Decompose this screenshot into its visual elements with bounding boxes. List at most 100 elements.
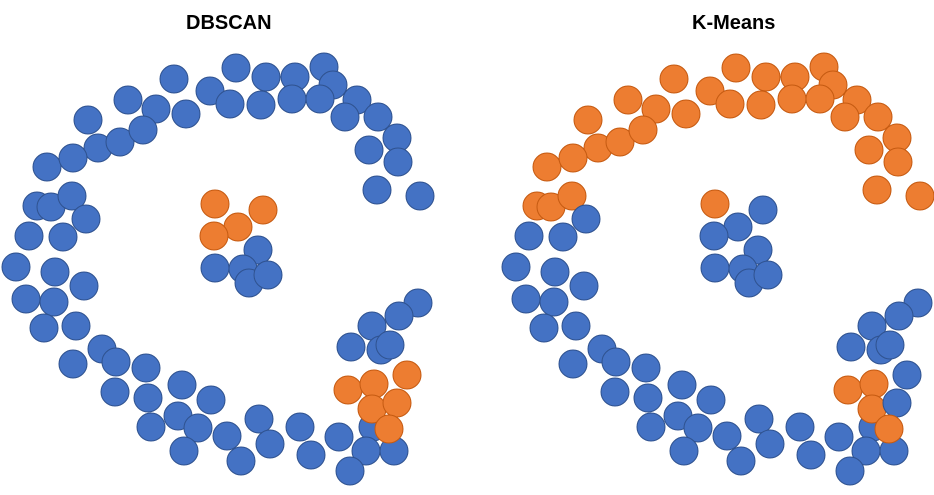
dbscan-point-orange <box>333 375 363 405</box>
dbscan-point-blue <box>57 181 87 211</box>
dbscan-point-orange <box>359 369 389 399</box>
dbscan-point-blue <box>73 105 103 135</box>
dbscan-point-blue <box>32 152 62 182</box>
dbscan-point-blue <box>244 404 274 434</box>
kmeans-point-blue <box>636 412 666 442</box>
kmeans-point-blue <box>633 383 663 413</box>
dbscan-point-blue <box>246 90 276 120</box>
dbscan-point-blue <box>405 181 435 211</box>
dbscan-point-orange <box>374 414 404 444</box>
kmeans-point-blue <box>571 204 601 234</box>
dbscan-point-blue <box>384 301 414 331</box>
dbscan-point-blue <box>48 222 78 252</box>
kmeans-point-blue <box>875 330 905 360</box>
dbscan-point-blue <box>58 349 88 379</box>
kmeans-point-orange <box>777 84 807 114</box>
kmeans-point-blue <box>511 284 541 314</box>
kmeans-point-orange <box>671 99 701 129</box>
dbscan-point-blue <box>113 85 143 115</box>
dbscan-point-blue <box>215 89 245 119</box>
kmeans-point-blue <box>696 385 726 415</box>
kmeans-point-blue <box>631 353 661 383</box>
kmeans-point-orange <box>721 53 751 83</box>
dbscan-point-orange <box>248 195 278 225</box>
kmeans-point-blue <box>699 221 729 251</box>
kmeans-point-blue <box>548 222 578 252</box>
kmeans-point-blue <box>836 332 866 362</box>
kmeans-point-blue <box>561 311 591 341</box>
dbscan-point-blue <box>212 421 242 451</box>
dbscan-point-blue <box>101 347 131 377</box>
kmeans-point-blue <box>835 456 865 486</box>
kmeans-point-orange <box>805 84 835 114</box>
kmeans-point-blue <box>558 349 588 379</box>
dbscan-point-blue <box>133 383 163 413</box>
kmeans-point-orange <box>557 181 587 211</box>
dbscan-point-blue <box>131 353 161 383</box>
dbscan-point-orange <box>382 388 412 418</box>
dbscan-point-orange <box>392 360 422 390</box>
kmeans-point-orange <box>833 375 863 405</box>
kmeans-title: K-Means <box>692 12 776 34</box>
kmeans-point-blue <box>569 271 599 301</box>
dbscan-point-blue <box>58 143 88 173</box>
kmeans-point-blue <box>712 421 742 451</box>
kmeans-point-blue <box>667 370 697 400</box>
kmeans-point-blue <box>669 436 699 466</box>
kmeans-point-orange <box>746 90 776 120</box>
dbscan-point-blue <box>383 147 413 177</box>
kmeans-point-blue <box>601 347 631 377</box>
dbscan-point-blue <box>336 332 366 362</box>
dbscan-point-blue <box>354 135 384 165</box>
kmeans-point-orange <box>874 414 904 444</box>
kmeans-point-blue <box>884 301 914 331</box>
dbscan-title: DBSCAN <box>186 12 272 34</box>
dbscan-point-blue <box>253 260 283 290</box>
kmeans-point-orange <box>605 127 635 157</box>
kmeans-point-orange <box>863 102 893 132</box>
kmeans-point-orange <box>641 94 671 124</box>
kmeans-point-blue <box>501 252 531 282</box>
dbscan-point-blue <box>363 102 393 132</box>
dbscan-point-blue <box>136 412 166 442</box>
dbscan-point-blue <box>277 84 307 114</box>
kmeans-point-orange <box>751 62 781 92</box>
dbscan-point-orange <box>199 221 229 251</box>
kmeans-point-blue <box>600 377 630 407</box>
dbscan-point-blue <box>285 412 315 442</box>
kmeans-point-blue <box>851 436 881 466</box>
dbscan-point-blue <box>128 115 158 145</box>
dbscan-point-blue <box>375 330 405 360</box>
kmeans-point-blue <box>726 446 756 476</box>
kmeans-point-blue <box>796 440 826 470</box>
dbscan-point-blue <box>1 252 31 282</box>
kmeans-point-orange <box>830 102 860 132</box>
kmeans-point-blue <box>785 412 815 442</box>
kmeans-point-orange <box>715 89 745 119</box>
dbscan-point-blue <box>69 271 99 301</box>
dbscan-point-blue <box>351 436 381 466</box>
kmeans-point-blue <box>824 422 854 452</box>
dbscan-point-blue <box>40 257 70 287</box>
dbscan-point-blue <box>71 204 101 234</box>
kmeans-point-blue <box>529 313 559 343</box>
dbscan-point-blue <box>183 413 213 443</box>
kmeans-point-blue <box>540 257 570 287</box>
dbscan-point-blue <box>255 429 285 459</box>
dbscan-point-blue <box>362 175 392 205</box>
dbscan-point-blue <box>61 311 91 341</box>
dbscan-point-orange <box>200 189 230 219</box>
kmeans-point-orange <box>613 85 643 115</box>
dbscan-point-blue <box>296 440 326 470</box>
dbscan-point-blue <box>324 422 354 452</box>
dbscan-point-blue <box>196 385 226 415</box>
dbscan-point-blue <box>39 287 69 317</box>
dbscan-point-blue <box>335 456 365 486</box>
kmeans-point-blue <box>892 360 922 390</box>
kmeans-point-orange <box>628 115 658 145</box>
kmeans-point-blue <box>882 388 912 418</box>
dbscan-point-blue <box>11 284 41 314</box>
dbscan-point-blue <box>169 436 199 466</box>
kmeans-point-blue <box>753 260 783 290</box>
